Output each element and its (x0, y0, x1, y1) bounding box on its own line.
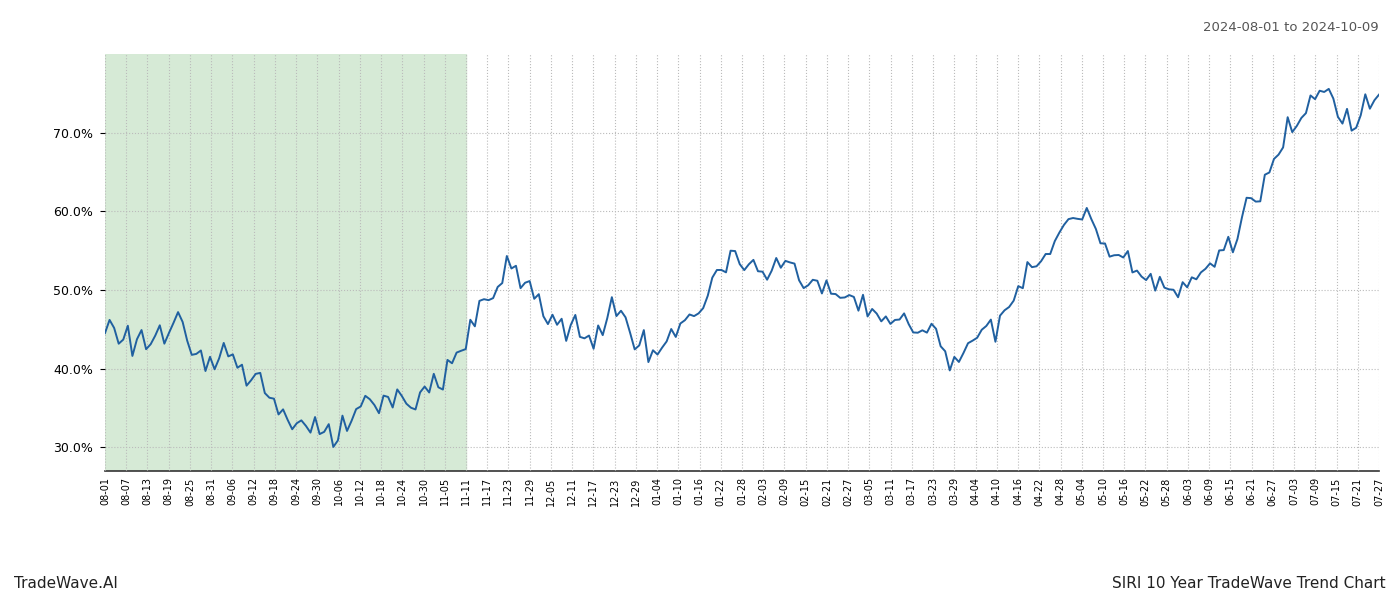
Bar (105, 54, 466, 471)
Text: 2024-08-01 to 2024-10-09: 2024-08-01 to 2024-10-09 (1204, 21, 1379, 34)
Text: TradeWave.AI: TradeWave.AI (14, 576, 118, 591)
Text: SIRI 10 Year TradeWave Trend Chart: SIRI 10 Year TradeWave Trend Chart (1113, 576, 1386, 591)
